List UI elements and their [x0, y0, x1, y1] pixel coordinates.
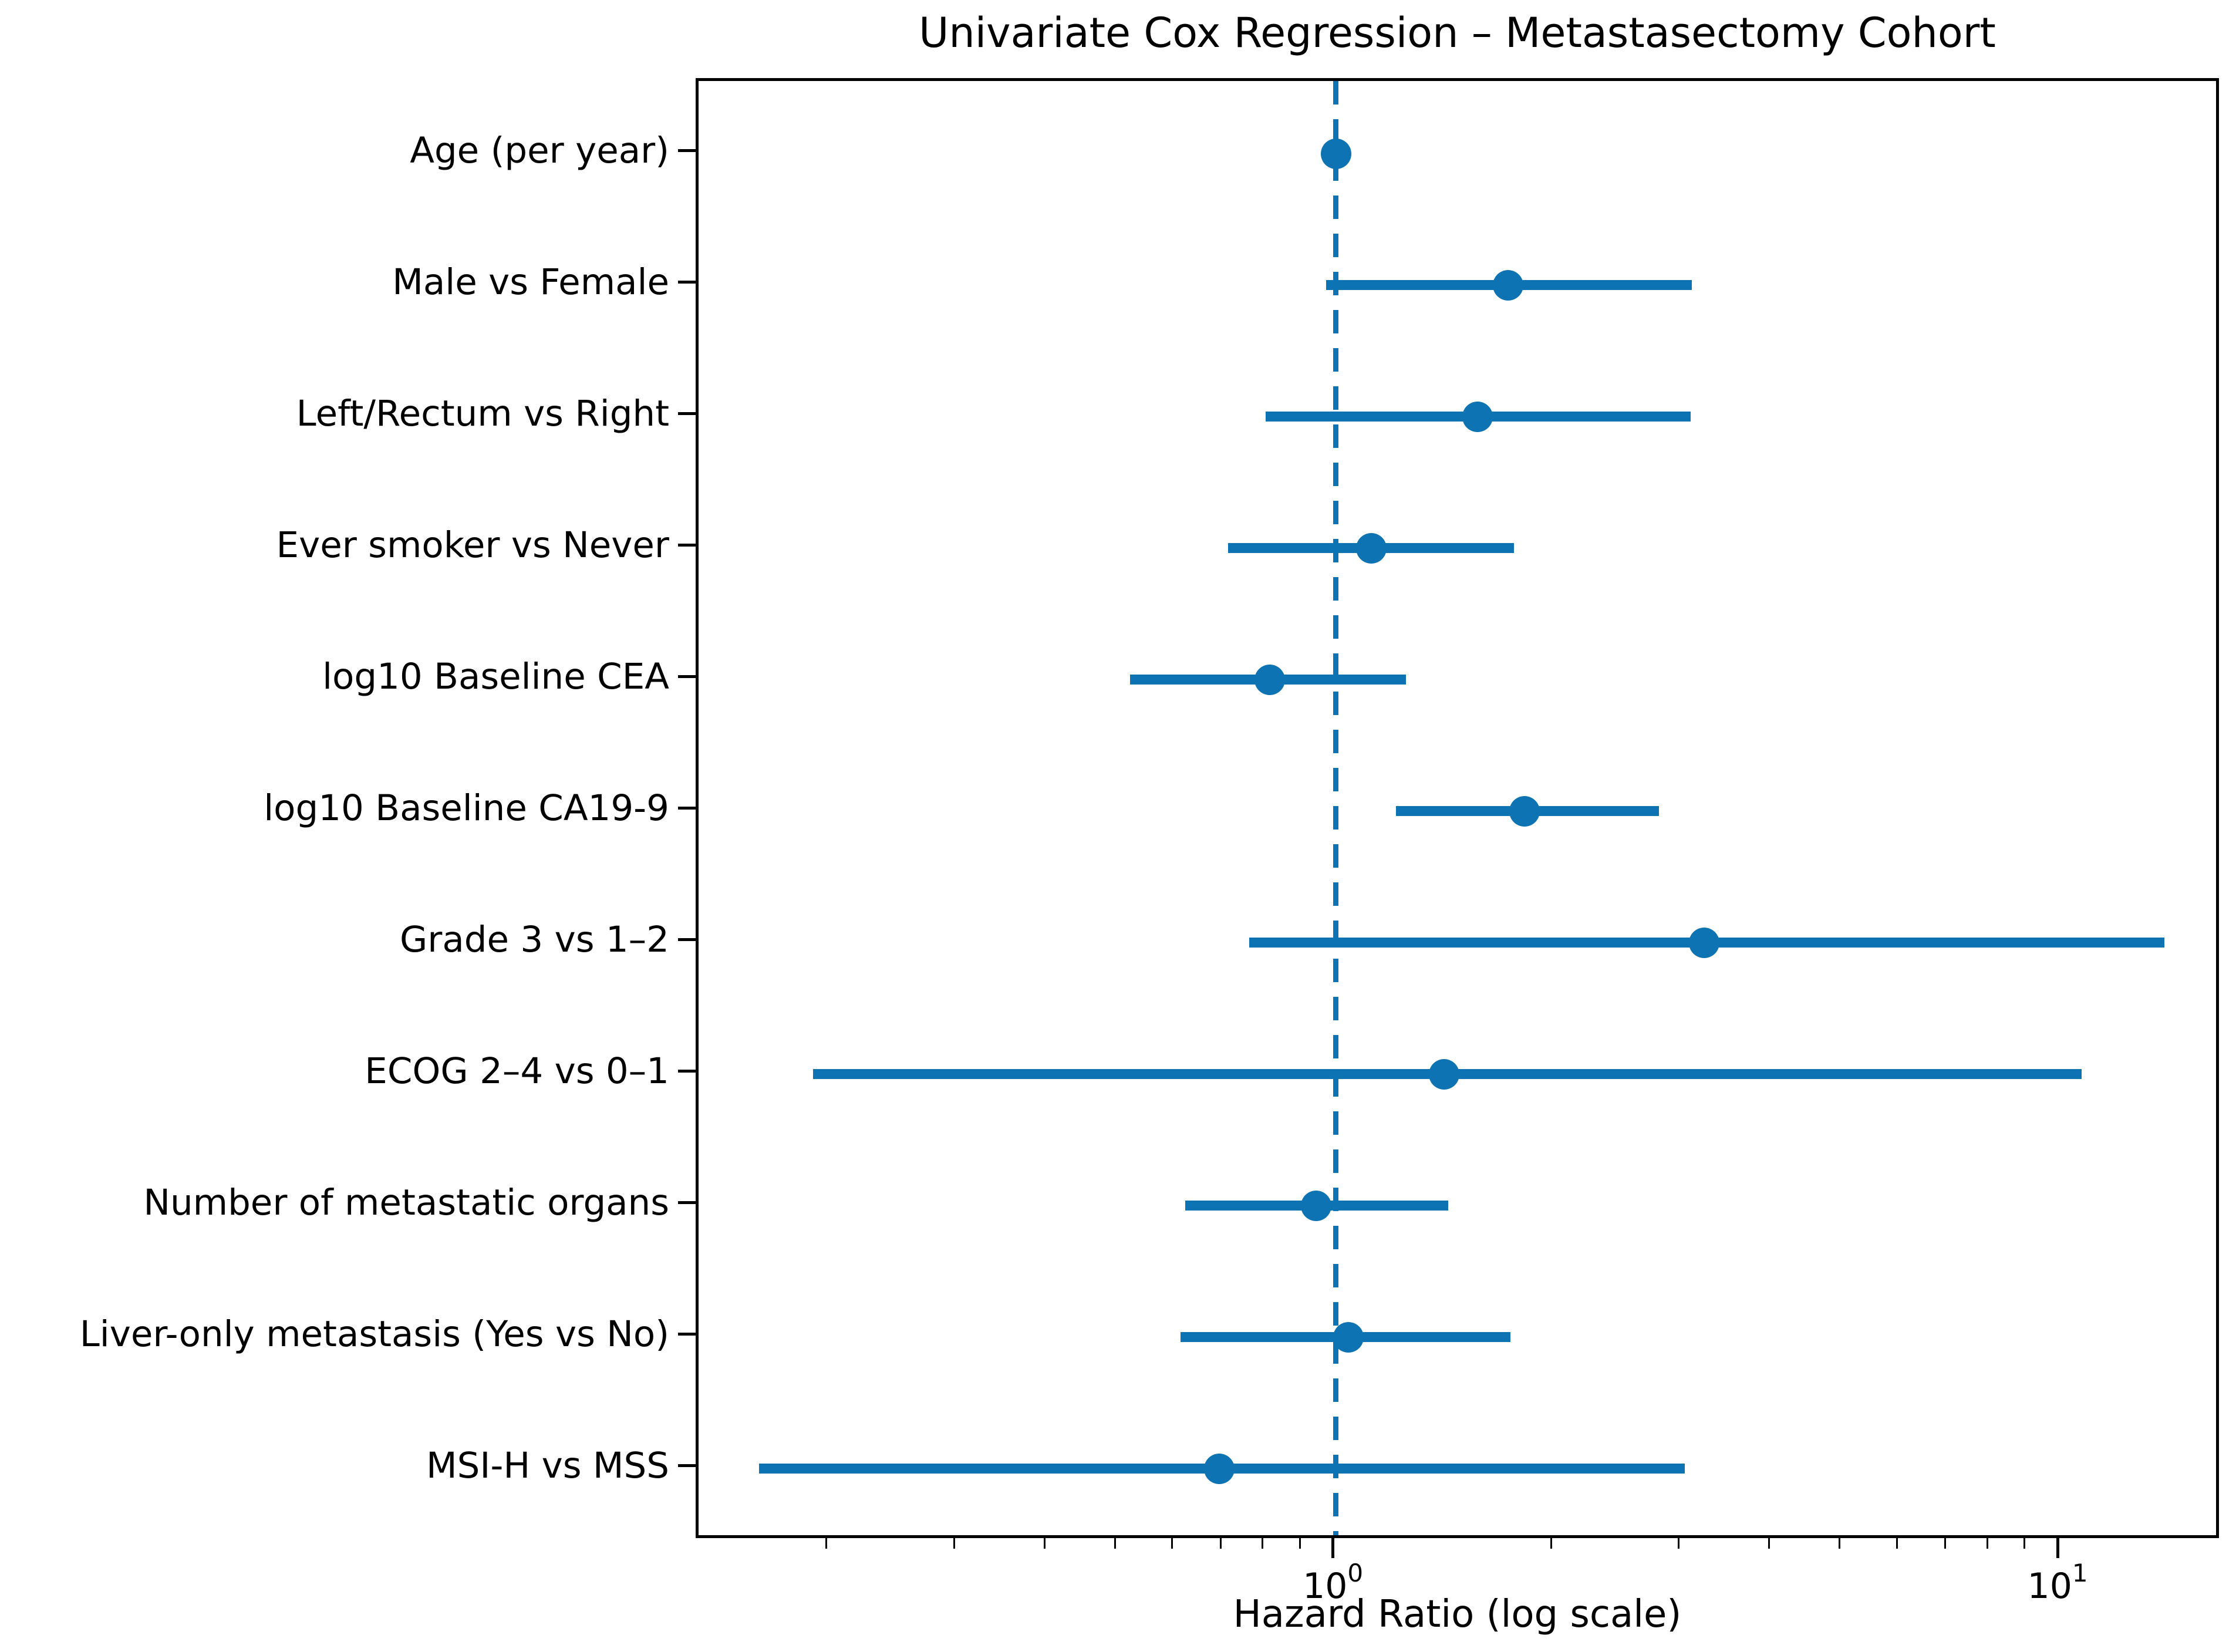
x-tick-label: 101 — [2027, 1559, 2088, 1607]
row-label: Liver-only metastasis (Yes vs No) — [79, 1313, 669, 1355]
chart-title: Univariate Cox Regression – Metastasecto… — [919, 9, 1996, 57]
x-minor-tick — [1678, 1538, 1680, 1549]
x-minor-tick — [1171, 1538, 1173, 1549]
x-minor-tick — [1219, 1538, 1222, 1549]
x-minor-tick — [1896, 1538, 1898, 1549]
x-major-tick — [1331, 1538, 1335, 1558]
y-tick — [678, 807, 696, 810]
y-tick — [678, 1464, 696, 1467]
hr-point — [1254, 664, 1285, 695]
x-minor-tick — [2023, 1538, 2026, 1549]
row-label: Age (per year) — [410, 129, 669, 171]
x-minor-tick — [1262, 1538, 1264, 1549]
reference-line — [1333, 81, 1339, 1535]
x-minor-tick — [1768, 1538, 1770, 1549]
row-label: Number of metastatic organs — [143, 1181, 669, 1223]
x-minor-tick — [1986, 1538, 1988, 1549]
y-tick — [678, 544, 696, 547]
x-minor-tick — [1550, 1538, 1552, 1549]
y-tick — [678, 412, 696, 415]
row-label: Ever smoker vs Never — [276, 524, 669, 566]
plot-area — [696, 78, 2219, 1538]
x-minor-tick — [1838, 1538, 1840, 1549]
hr-point — [1509, 795, 1540, 827]
hr-point — [1462, 401, 1493, 432]
hr-point — [1688, 927, 1719, 958]
y-tick — [678, 1070, 696, 1073]
x-minor-tick — [1043, 1538, 1046, 1549]
x-minor-tick — [1944, 1538, 1947, 1549]
hr-point — [1203, 1453, 1235, 1484]
hr-point — [1320, 138, 1351, 169]
x-minor-tick — [1114, 1538, 1116, 1549]
hr-point — [1493, 269, 1524, 301]
x-minor-tick — [953, 1538, 955, 1549]
hr-point — [1356, 532, 1387, 564]
row-label: log10 Baseline CEA — [322, 655, 669, 697]
y-tick — [678, 938, 696, 941]
x-tick-label: 100 — [1303, 1559, 1364, 1607]
row-label: Grade 3 vs 1–2 — [400, 918, 669, 960]
y-tick — [678, 1201, 696, 1204]
x-major-tick — [2056, 1538, 2059, 1558]
y-tick — [678, 675, 696, 678]
row-label: log10 Baseline CA19-9 — [264, 787, 669, 829]
row-label: Left/Rectum vs Right — [296, 392, 669, 434]
y-tick — [678, 281, 696, 284]
row-label: ECOG 2–4 vs 0–1 — [365, 1050, 669, 1092]
hr-point — [1333, 1321, 1364, 1353]
row-label: MSI-H vs MSS — [426, 1444, 669, 1486]
y-tick — [678, 1333, 696, 1336]
hr-point — [1428, 1058, 1459, 1090]
x-minor-tick — [1299, 1538, 1301, 1549]
x-axis-label: Hazard Ratio (log scale) — [1233, 1593, 1682, 1636]
x-minor-tick — [825, 1538, 828, 1549]
y-tick — [678, 149, 696, 152]
row-label: Male vs Female — [392, 261, 669, 303]
hr-point — [1301, 1190, 1332, 1221]
